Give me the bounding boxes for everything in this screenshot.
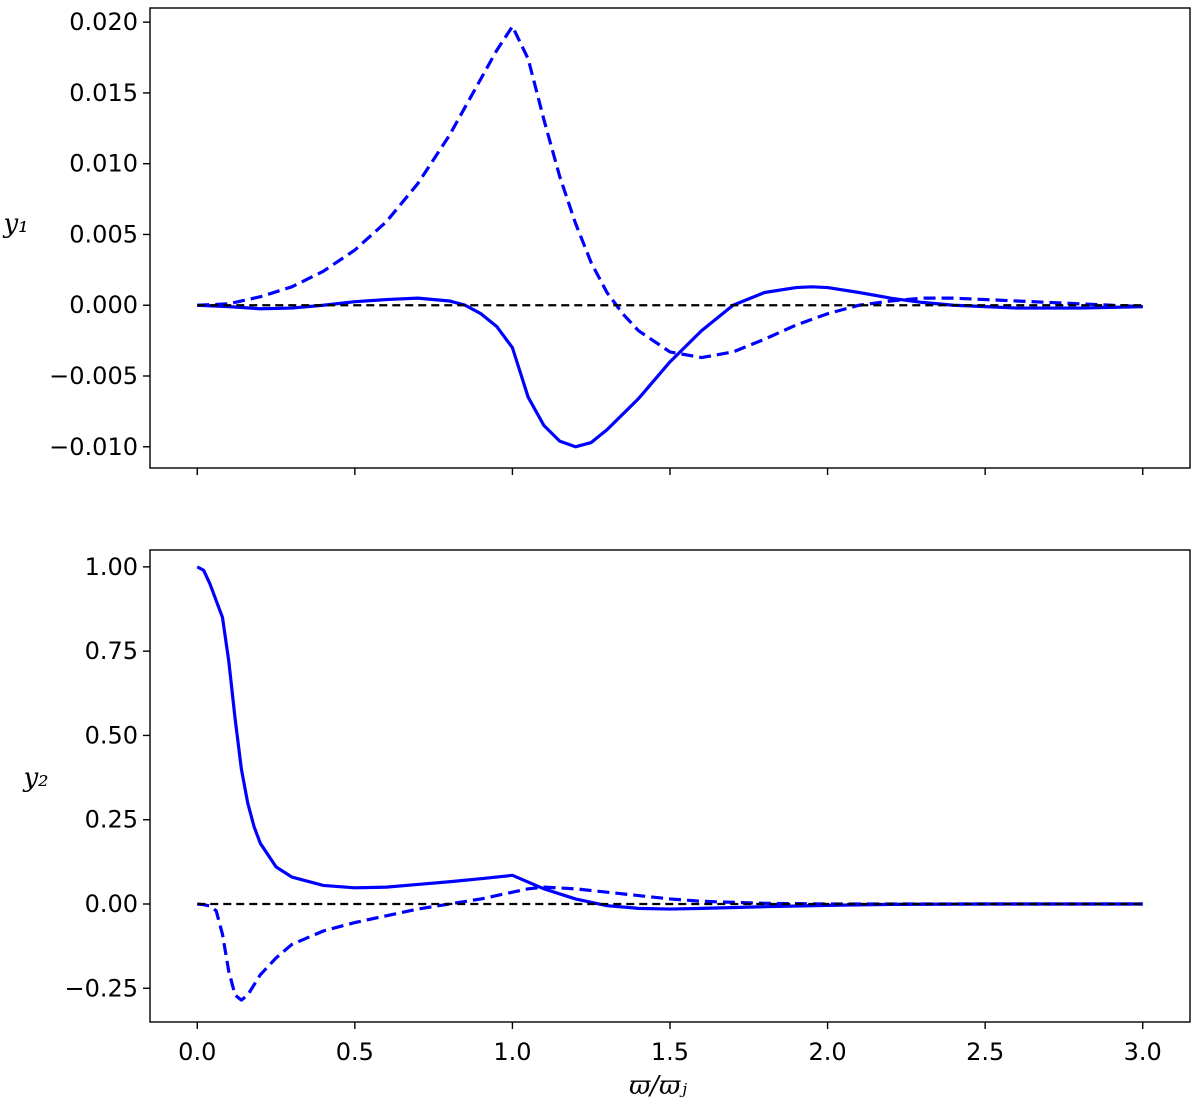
bottom-x-ticks: 0.0 0.5 1.0 1.5 2.0 2.5 3.0 (178, 1022, 1162, 1066)
top-series-group (197, 24, 1143, 449)
x-tick-label: 1.0 (493, 1038, 531, 1066)
series-solid-line (197, 285, 1143, 449)
x-tick-label: 0.5 (336, 1038, 374, 1066)
series-dashed-line (197, 885, 1143, 1002)
y-tick-label: 0.015 (69, 79, 138, 107)
x-tick-label: 2.0 (808, 1038, 846, 1066)
bottom-y-axis-label: y₂ (22, 763, 48, 793)
y-tick-label: 0.75 (85, 637, 138, 665)
y-tick-label: 0.00 (85, 890, 138, 918)
x-tick-label: 1.5 (651, 1038, 689, 1066)
y-tick-label: 0.020 (69, 8, 138, 36)
y-tick-label: 0.50 (85, 721, 138, 749)
y-tick-label: 0.010 (69, 150, 138, 178)
x-axis-label: ϖ/ϖⱼ (629, 1071, 687, 1101)
y-tick-label: 0.25 (85, 806, 138, 834)
x-tick-label: 0.0 (178, 1038, 216, 1066)
x-tick-label: 2.5 (966, 1038, 1004, 1066)
bottom-panel: −0.25 0.00 0.25 0.50 0.75 1.00 0.0 0.5 1.0 1.5 2.… (22, 549, 1191, 1101)
bottom-series-group (196, 565, 1143, 1002)
y-tick-label: 0.000 (69, 291, 138, 319)
y-tick-label: 1.00 (85, 553, 138, 581)
y-tick-label: −0.010 (49, 433, 138, 461)
top-y-ticks: −0.010 −0.005 0.000 0.005 0.010 0.015 0.020 (49, 8, 150, 461)
bottom-plot-frame (149, 549, 1191, 1023)
series-solid-line (196, 565, 1143, 911)
bottom-y-ticks: −0.25 0.00 0.25 0.50 0.75 1.00 (64, 553, 150, 1002)
series-dashed-line (197, 24, 1143, 360)
top-panel: −0.010 −0.005 0.000 0.005 0.010 0.015 0.020 y₁ (2, 7, 1191, 475)
x-tick-label: 3.0 (1124, 1038, 1162, 1066)
y-tick-label: 0.005 (69, 220, 138, 248)
top-x-ticks (196, 468, 1144, 475)
y-tick-label: −0.25 (64, 974, 138, 1002)
y-tick-label: −0.005 (49, 362, 138, 390)
top-plot-frame (149, 7, 1191, 469)
top-y-axis-label: y₁ (2, 209, 28, 239)
